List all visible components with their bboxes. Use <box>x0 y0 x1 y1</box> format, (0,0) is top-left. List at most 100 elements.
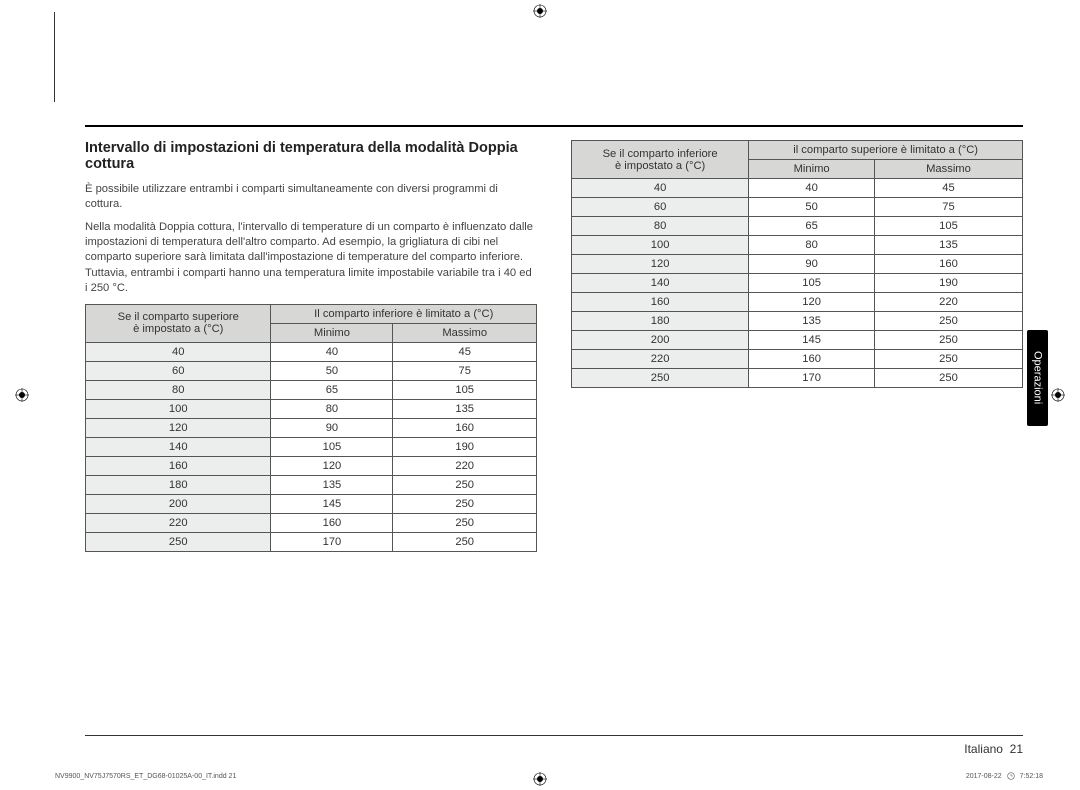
table-upper-compartment: Se il comparto superiore è impostato a (… <box>85 304 537 552</box>
table-row: 220160250 <box>572 350 1023 369</box>
clock-icon <box>1007 772 1015 780</box>
crop-mark-top <box>533 4 547 18</box>
table-cell: 90 <box>749 255 875 274</box>
left-column: Intervallo di impostazioni di temperatur… <box>85 140 537 735</box>
table-cell: 80 <box>749 236 875 255</box>
table-cell: 100 <box>86 399 271 418</box>
table-cell: 250 <box>874 312 1022 331</box>
table-row: 12090160 <box>86 418 537 437</box>
table-cell: 160 <box>749 350 875 369</box>
imprint-filename: NV9900_NV75J7570RS_ET_DG68-01025A-00_IT.… <box>55 773 236 780</box>
table-cell: 50 <box>271 361 393 380</box>
table-cell: 90 <box>271 418 393 437</box>
table-cell: 40 <box>749 179 875 198</box>
table-cell: 220 <box>86 513 271 532</box>
col-header-lower-limit: Il comparto inferiore è limitato a (°C) <box>271 304 537 323</box>
table-row: 180135250 <box>86 475 537 494</box>
table-cell: 250 <box>86 532 271 551</box>
table-cell: 170 <box>271 532 393 551</box>
table-cell: 160 <box>271 513 393 532</box>
table-right-body: 4040456050758065105100801351209016014010… <box>572 179 1023 388</box>
table-row: 605075 <box>86 361 537 380</box>
table-cell: 160 <box>86 456 271 475</box>
col-header-upper-set: Se il comparto superiore è impostato a (… <box>86 304 271 342</box>
table-cell: 60 <box>86 361 271 380</box>
table-cell: 135 <box>271 475 393 494</box>
right-column: Se il comparto inferiore è impostato a (… <box>571 140 1023 735</box>
table-cell: 105 <box>393 380 537 399</box>
table-row: 404045 <box>572 179 1023 198</box>
table-row: 220160250 <box>86 513 537 532</box>
table-left-body: 4040456050758065105100801351209016014010… <box>86 342 537 551</box>
imprint-date: 2017-08-22 <box>966 773 1002 780</box>
table-cell: 250 <box>572 369 749 388</box>
table-cell: 80 <box>271 399 393 418</box>
table-cell: 140 <box>86 437 271 456</box>
table-cell: 250 <box>393 532 537 551</box>
table-row: 200145250 <box>572 331 1023 350</box>
table-cell: 190 <box>393 437 537 456</box>
table-cell: 50 <box>749 198 875 217</box>
col-header-lower-set: Se il comparto inferiore è impostato a (… <box>572 141 749 179</box>
footer-text: Italiano 21 <box>964 742 1023 756</box>
table-cell: 80 <box>572 217 749 236</box>
crop-mark-bottom <box>533 772 547 786</box>
section-heading: Intervallo di impostazioni di temperatur… <box>85 140 537 172</box>
table-cell: 45 <box>874 179 1022 198</box>
table-cell: 45 <box>393 342 537 361</box>
th-line2b: è impostato a (°C) <box>615 160 705 172</box>
table-row: 12090160 <box>572 255 1023 274</box>
table-cell: 250 <box>874 350 1022 369</box>
crop-mark-right <box>1051 388 1065 402</box>
table-cell: 120 <box>86 418 271 437</box>
col-header-max: Massimo <box>393 323 537 342</box>
table-row: 250170250 <box>86 532 537 551</box>
table-cell: 160 <box>874 255 1022 274</box>
col-header-max-r: Massimo <box>874 160 1022 179</box>
table-cell: 80 <box>86 380 271 399</box>
footer-rule <box>85 735 1023 736</box>
table-row: 605075 <box>572 198 1023 217</box>
table-cell: 135 <box>393 399 537 418</box>
table-cell: 250 <box>874 331 1022 350</box>
table-cell: 60 <box>572 198 749 217</box>
paragraph-1: È possibile utilizzare entrambi i compar… <box>85 182 537 212</box>
table-row: 160120220 <box>572 293 1023 312</box>
crop-mark-left <box>15 388 29 402</box>
imprint-datetime: 2017-08-22 7:52:18 <box>966 772 1043 780</box>
table-cell: 135 <box>874 236 1022 255</box>
table-cell: 120 <box>271 456 393 475</box>
imprint-time: 7:52:18 <box>1020 773 1043 780</box>
table-row: 140105190 <box>86 437 537 456</box>
table-cell: 120 <box>572 255 749 274</box>
table-row: 404045 <box>86 342 537 361</box>
header-rule <box>85 125 1023 127</box>
table-row: 160120220 <box>86 456 537 475</box>
table-cell: 145 <box>271 494 393 513</box>
table-row: 180135250 <box>572 312 1023 331</box>
table-cell: 140 <box>572 274 749 293</box>
table-cell: 180 <box>572 312 749 331</box>
paragraph-2: Nella modalità Doppia cottura, l'interva… <box>85 220 537 296</box>
table-cell: 120 <box>749 293 875 312</box>
table-cell: 65 <box>749 217 875 236</box>
table-cell: 40 <box>271 342 393 361</box>
th-line2: è impostato a (°C) <box>133 323 223 335</box>
table-cell: 250 <box>393 475 537 494</box>
table-row: 200145250 <box>86 494 537 513</box>
table-row: 8065105 <box>86 380 537 399</box>
table-cell: 250 <box>874 369 1022 388</box>
table-cell: 200 <box>572 331 749 350</box>
table-cell: 200 <box>86 494 271 513</box>
th-line1: Se il comparto superiore <box>118 311 239 323</box>
table-cell: 105 <box>749 274 875 293</box>
table-cell: 220 <box>572 350 749 369</box>
table-cell: 220 <box>874 293 1022 312</box>
table-cell: 160 <box>572 293 749 312</box>
table-cell: 190 <box>874 274 1022 293</box>
col-header-min-r: Minimo <box>749 160 875 179</box>
table-cell: 105 <box>874 217 1022 236</box>
table-cell: 145 <box>749 331 875 350</box>
table-cell: 170 <box>749 369 875 388</box>
table-cell: 250 <box>393 513 537 532</box>
